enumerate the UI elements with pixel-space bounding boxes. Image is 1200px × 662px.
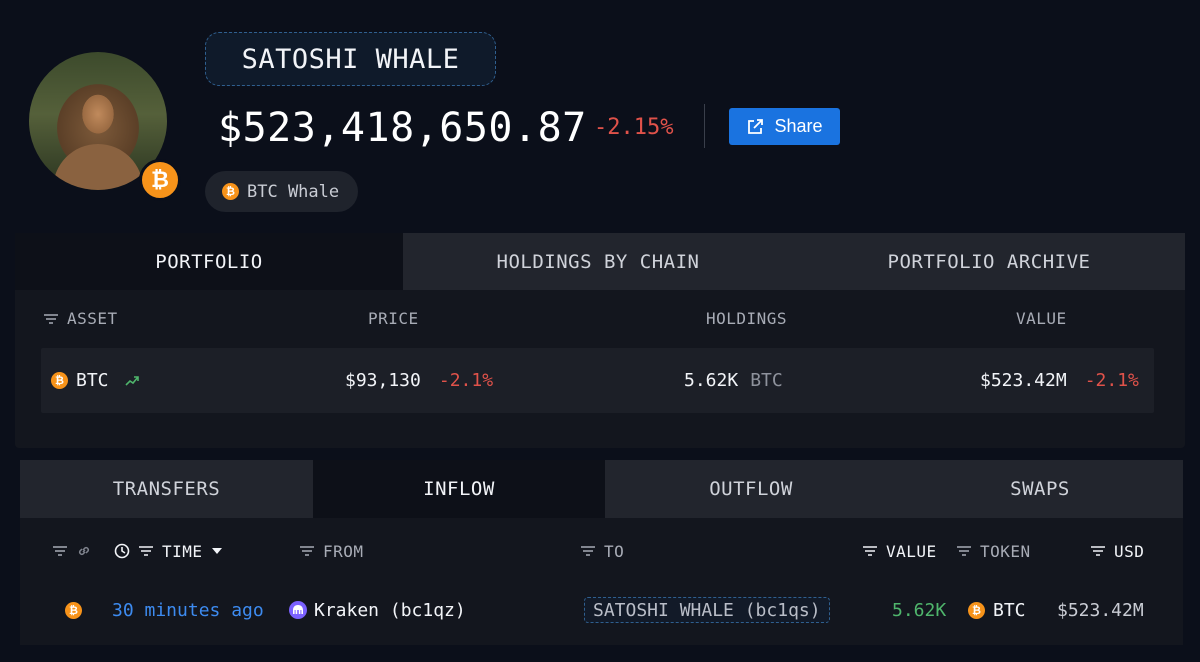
filter-icon: [300, 546, 314, 556]
btc-coin-icon: ₿: [968, 601, 985, 619]
asset-price: $93,130: [345, 370, 421, 391]
price-cell: $93,130 -2.1%: [345, 348, 493, 413]
asset-value-change: -2.1%: [1084, 370, 1139, 391]
tab-outflow[interactable]: OUTFLOW: [605, 460, 897, 518]
asset-holdings: 5.62K: [684, 370, 739, 391]
price-header-label: PRICE: [368, 309, 419, 328]
filter-icon: [863, 546, 877, 556]
entity-avatar: [29, 52, 167, 190]
holdings-cell: 5.62K BTC: [684, 348, 783, 413]
token-cell[interactable]: ₿ BTC: [968, 597, 1026, 623]
to-entity[interactable]: SATOSHI WHALE (bc1qs): [584, 597, 830, 623]
column-header-usd[interactable]: USD: [1090, 541, 1144, 561]
external-link-icon: [748, 118, 764, 134]
to-header-label: TO: [604, 541, 625, 561]
time-header-label: TIME: [162, 541, 203, 561]
filter-icon: [581, 546, 595, 556]
tab-portfolio[interactable]: PORTFOLIO: [15, 233, 403, 290]
portfolio-tabs: PORTFOLIO HOLDINGS BY CHAIN PORTFOLIO AR…: [15, 233, 1185, 290]
asset-symbol: BTC: [76, 370, 109, 391]
kraken-icon: [289, 601, 307, 619]
filter-icon: [139, 546, 153, 556]
chain-cell: ₿: [65, 597, 82, 623]
flow-value: 5.62K: [892, 599, 947, 621]
caret-down-icon: [211, 548, 222, 554]
from-entity[interactable]: Kraken (bc1qz): [314, 599, 466, 621]
asset-holdings-unit: BTC: [750, 370, 783, 391]
from-header-label: FROM: [323, 541, 364, 561]
tab-swaps[interactable]: SWAPS: [897, 460, 1183, 518]
column-header-holdings[interactable]: HOLDINGS: [706, 309, 787, 328]
column-header-from[interactable]: FROM: [299, 541, 364, 561]
sort-icon: [44, 313, 58, 324]
asset-header-label: ASSET: [67, 309, 118, 328]
portfolio-panel: PORTFOLIO HOLDINGS BY CHAIN PORTFOLIO AR…: [15, 233, 1185, 448]
value-cell: $523.42M -2.1%: [980, 348, 1139, 413]
btc-chain-icon: ₿: [65, 601, 82, 619]
portfolio-total-value: $523,418,650.87: [218, 105, 587, 151]
filter-icon: [957, 546, 971, 556]
table-row[interactable]: ₿ BTC $93,130 -2.1% 5.62K BTC $523.42M -…: [41, 348, 1154, 413]
entity-tag[interactable]: ₿ BTC Whale: [205, 171, 358, 212]
usd-cell: $523.42M: [1057, 597, 1144, 623]
column-header-value[interactable]: VALUE: [862, 541, 937, 561]
asset-price-change: -2.1%: [438, 370, 494, 391]
entity-tag-label: BTC Whale: [247, 181, 340, 202]
share-label: Share: [774, 116, 823, 136]
tab-holdings-by-chain[interactable]: HOLDINGS BY CHAIN: [403, 233, 793, 290]
token-header-label: TOKEN: [980, 541, 1031, 561]
column-header-token[interactable]: TOKEN: [956, 541, 1031, 561]
tab-portfolio-archive[interactable]: PORTFOLIO ARCHIVE: [793, 233, 1185, 290]
column-header-value[interactable]: VALUE: [1016, 309, 1067, 328]
clock-icon: [114, 543, 130, 559]
btc-coin-icon: ₿: [222, 183, 239, 200]
time-cell[interactable]: 30 minutes ago: [112, 597, 264, 623]
value-header-label: VALUE: [886, 541, 937, 561]
usd-header-label: USD: [1114, 541, 1145, 561]
column-header-to[interactable]: TO: [580, 541, 624, 561]
link-icon: [78, 546, 90, 556]
value-header-label: VALUE: [1016, 309, 1067, 328]
btc-coin-icon: ₿: [51, 372, 68, 389]
column-header-chain[interactable]: [52, 541, 92, 561]
flow-usd: $523.42M: [1057, 599, 1144, 621]
flows-panel: TRANSFERS INFLOW OUTFLOW SWAPS: [20, 460, 1183, 645]
tab-inflow[interactable]: INFLOW: [313, 460, 605, 518]
from-cell[interactable]: Kraken (bc1qz): [289, 597, 466, 623]
flow-token[interactable]: BTC: [993, 599, 1026, 621]
trend-up-icon: [124, 375, 139, 386]
asset-cell: ₿ BTC: [51, 348, 139, 413]
share-button[interactable]: Share: [729, 108, 840, 145]
flow-tabs: TRANSFERS INFLOW OUTFLOW SWAPS: [20, 460, 1183, 518]
column-header-price[interactable]: PRICE: [368, 309, 419, 328]
holdings-header-label: HOLDINGS: [706, 309, 788, 328]
column-header-time[interactable]: TIME: [114, 541, 223, 561]
portfolio-total-change: -2.15%: [594, 115, 674, 140]
to-cell[interactable]: SATOSHI WHALE (bc1qs): [584, 597, 830, 623]
asset-value: $523.42M: [980, 370, 1067, 391]
btc-badge-icon: ₿: [139, 159, 181, 201]
value-cell: 5.62K: [892, 597, 946, 623]
filter-icon: [1091, 546, 1105, 556]
tab-transfers[interactable]: TRANSFERS: [20, 460, 313, 518]
flow-time-link[interactable]: 30 minutes ago: [112, 599, 264, 621]
column-header-asset[interactable]: ASSET: [43, 309, 118, 328]
header-divider: [704, 104, 705, 148]
entity-name-title: SATOSHI WHALE: [205, 32, 496, 86]
avatar-statue: [53, 144, 143, 190]
filter-icon: [53, 546, 67, 556]
